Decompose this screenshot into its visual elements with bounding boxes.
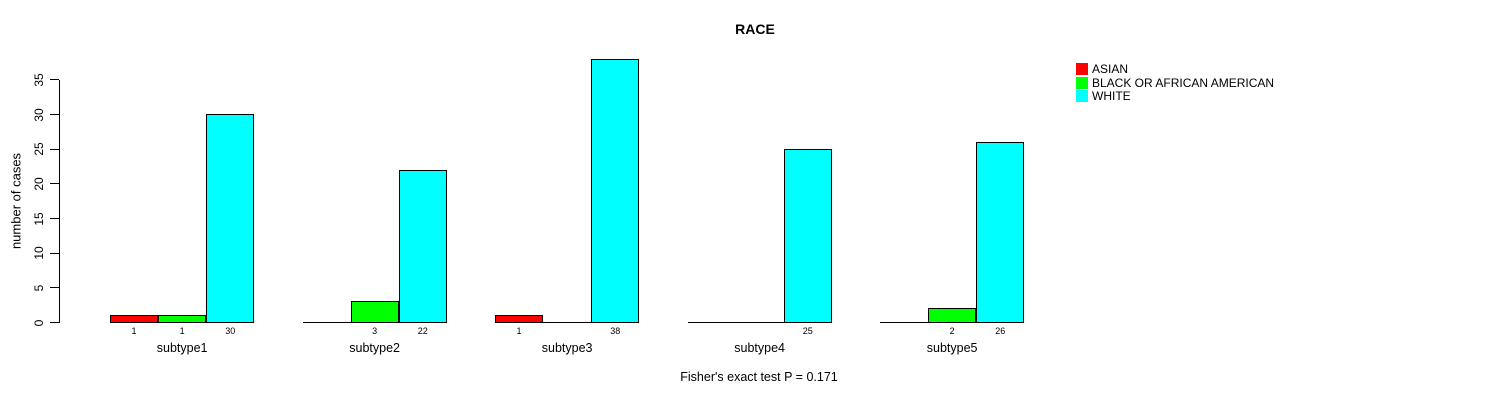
y-tick-mark [50, 287, 59, 289]
y-tick-mark [50, 322, 59, 323]
chart-title: RACE [735, 21, 775, 37]
bar-subtype3-asian [495, 315, 544, 323]
bar-value-label: 1 [179, 326, 185, 336]
x-category-label: subtype1 [156, 341, 208, 355]
y-tick-label: 10 [32, 246, 46, 260]
y-tick-label: 30 [32, 107, 46, 122]
y-tick-label: 20 [32, 177, 46, 191]
y-tick-label: 25 [32, 142, 46, 156]
legend-label: ASIAN [1092, 61, 1129, 76]
x-category-label: subtype5 [926, 341, 978, 355]
bar-value-label: 3 [372, 326, 378, 336]
legend-swatch-asian [1076, 62, 1088, 75]
legend-item-white: WHITE [1076, 89, 1274, 103]
bar-value-label: 30 [225, 326, 236, 336]
y-tick-mark [50, 183, 59, 185]
bar-subtype5-black-or-african-american [928, 308, 977, 323]
y-axis-line [59, 79, 60, 323]
y-tick-mark [50, 114, 59, 116]
bar-subtype2-black-or-african-american [350, 301, 399, 323]
y-tick-mark [50, 79, 59, 81]
legend-swatch-white [1076, 90, 1088, 103]
bar-subtype2-white [398, 169, 447, 323]
y-tick-mark [50, 252, 59, 254]
y-tick-label: 35 [32, 73, 46, 87]
caption: Fisher's exact test P = 0.171 [680, 370, 838, 384]
y-tick-label: 0 [32, 319, 46, 326]
x-category-label: subtype2 [349, 341, 401, 355]
y-tick-mark [50, 218, 59, 220]
y-axis-label: number of cases [8, 152, 24, 250]
bar-subtype1-black-or-african-american [158, 315, 207, 323]
x-axis-baseline-segment [687, 322, 832, 323]
bar-value-label: 26 [995, 326, 1006, 336]
y-tick-label: 5 [32, 284, 46, 292]
bar-subtype4-white [783, 148, 832, 323]
y-tick-label: 15 [32, 211, 46, 226]
legend-swatch-black-or-african-american [1076, 76, 1088, 89]
bar-subtype5-white [976, 141, 1025, 323]
bar-subtype1-asian [110, 315, 159, 323]
bar-subtype3-white [591, 58, 640, 323]
legend-item-asian: ASIAN [1076, 62, 1274, 76]
x-axis-baseline-segment [495, 322, 640, 323]
x-category-label: subtype4 [734, 341, 786, 355]
x-category-label: subtype3 [541, 341, 593, 355]
bar-value-label: 1 [131, 326, 137, 336]
bar-value-label: 38 [610, 326, 621, 336]
legend: ASIAN BLACK OR AFRICAN AMERICAN WHITE [1076, 62, 1274, 103]
legend-label: WHITE [1092, 89, 1131, 104]
bar-subtype1-white [206, 114, 255, 323]
y-tick-mark [50, 148, 59, 150]
legend-item-black-or-african-american: BLACK OR AFRICAN AMERICAN [1076, 76, 1274, 90]
bar-value-label: 25 [802, 326, 813, 336]
bar-value-label: 2 [949, 326, 955, 336]
bar-value-label: 1 [516, 326, 522, 336]
legend-label: BLACK OR AFRICAN AMERICAN [1092, 75, 1275, 90]
bar-value-label: 22 [417, 326, 428, 336]
